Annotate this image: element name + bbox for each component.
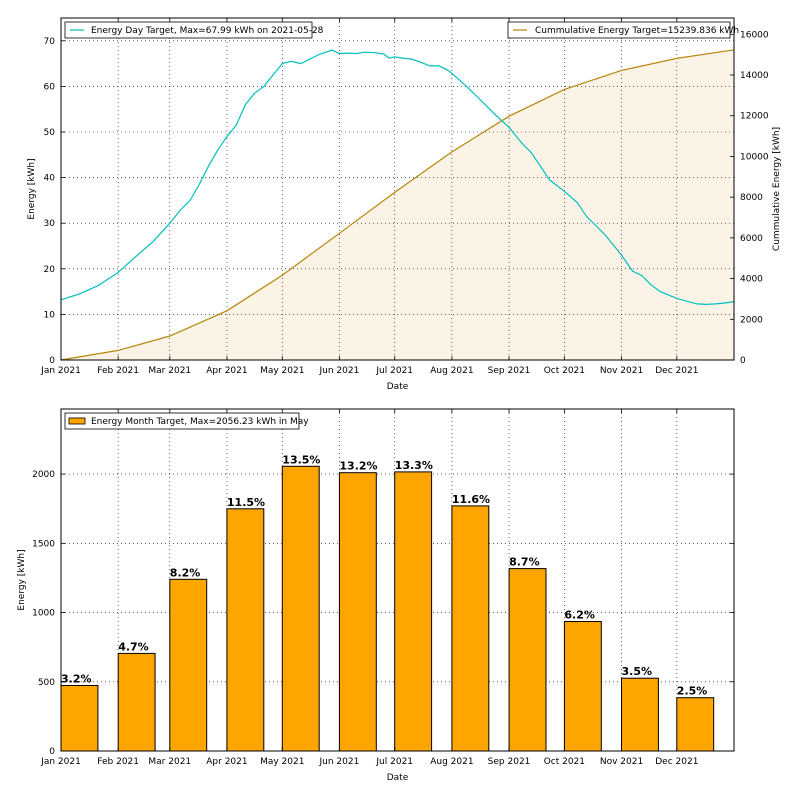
bottom-ytick-label: 1500 (32, 539, 55, 549)
bar-percent-label: 3.2% (61, 673, 92, 686)
daily-energy-line (60, 49, 735, 306)
top-xtick-label: Jul 2021 (375, 366, 413, 376)
top-ylabel-right: Cummulative Energy [kWh] (772, 127, 782, 251)
bar-percent-label: 4.7% (118, 640, 149, 653)
top-ylabel: Energy [kWh] (27, 158, 37, 219)
top-ytick-label: 60 (44, 82, 56, 92)
bottom-xtick-label: Apr 2021 (206, 757, 247, 767)
top-ytick-right-label: 4000 (740, 275, 763, 285)
top-legend-left-label: Energy Day Target, Max=67.99 kWh on 2021… (91, 26, 324, 36)
top-xtick-label: Jun 2021 (319, 366, 360, 376)
top-ytick-right-label: 0 (740, 356, 746, 366)
bottom-xlabel: Date (387, 773, 409, 783)
bar-percent-label: 13.2% (339, 460, 377, 473)
top-xtick-label: Oct 2021 (544, 366, 585, 376)
cumulative-area-fill (61, 49, 734, 361)
top-ytick-right-label: 10000 (740, 152, 769, 162)
bottom-legend-label: Energy Month Target, Max=2056.23 kWh in … (91, 417, 309, 427)
top-plot-frame (60, 17, 735, 361)
bar-percent-label: 13.5% (282, 453, 320, 466)
top-xtick-label: May 2021 (260, 366, 304, 376)
top-ytick-right-label: 6000 (740, 234, 763, 244)
month-bar (621, 677, 659, 752)
bottom-xtick-label: Mar 2021 (148, 757, 191, 767)
bottom-xtick-label: Feb 2021 (97, 757, 139, 767)
bottom-ytick-label: 500 (38, 678, 55, 688)
top-xtick-label: Mar 2021 (148, 366, 191, 376)
top-xtick-label: Aug 2021 (430, 366, 473, 376)
month-bar (394, 471, 433, 752)
top-ytick-label: 30 (44, 219, 56, 229)
month-bar (508, 568, 547, 752)
bottom-xtick-label: Nov 2021 (600, 757, 643, 767)
month-bar (281, 465, 320, 752)
monthly-energy-chart: 3.2% 4.7% 8.2% 11.5% 13.5% 13.2% 13.3% 11.6% 8.7… (17, 408, 735, 783)
top-ytick-label: 0 (49, 356, 55, 366)
bottom-legend-box (64, 412, 300, 430)
month-bar (563, 621, 602, 752)
bottom-ytick-label: 0 (49, 747, 55, 757)
month-bar (676, 697, 715, 752)
bar-percent-label: 11.5% (227, 496, 265, 509)
month-bar (60, 685, 99, 752)
bottom-xtick-label: May 2021 (260, 757, 304, 767)
bar-percent-label: 3.5% (622, 665, 653, 678)
month-bar (117, 652, 156, 752)
top-xtick-label: Dec 2021 (655, 366, 698, 376)
bar-percent-label: 11.6% (452, 493, 490, 506)
bar-percent-label: 2.5% (677, 685, 708, 698)
bar-percent-label: 8.2% (170, 566, 201, 579)
top-ytick-label: 10 (44, 310, 56, 320)
top-xlabel: Date (387, 382, 409, 392)
bar-percent-label: 6.2% (564, 609, 595, 622)
top-ytick-right-label: 16000 (740, 30, 769, 40)
month-bar (226, 508, 265, 752)
top-ytick-label: 20 (44, 265, 56, 275)
bottom-plot-frame (60, 408, 735, 752)
top-legend-right-box (507, 21, 731, 39)
top-ytick-right-label: 2000 (740, 315, 763, 325)
top-ytick-label: 70 (44, 37, 56, 47)
top-legend-right-label: Cummulative Energy Target=15239.836 kWh (535, 26, 739, 36)
bottom-xtick-label: Jul 2021 (375, 757, 413, 767)
bar-percent-label: 13.3% (395, 459, 433, 472)
bar-percent-label: 8.7% (509, 556, 540, 569)
bottom-xtick-label: Oct 2021 (544, 757, 585, 767)
month-bar (451, 505, 490, 752)
top-xtick-label: Jan 2021 (40, 366, 81, 376)
top-xtick-label: Sep 2021 (488, 366, 531, 376)
bottom-ytick-label: 2000 (32, 470, 55, 480)
bottom-legend: Energy Month Target, Max=2056.23 kWh in … (64, 412, 309, 430)
top-ytick-label: 50 (44, 128, 56, 138)
month-bar (169, 578, 208, 752)
bottom-xtick-label: Sep 2021 (488, 757, 531, 767)
top-xtick-label: Apr 2021 (206, 366, 247, 376)
top-ytick-right-label: 8000 (740, 193, 763, 203)
bottom-xtick-label: Aug 2021 (430, 757, 473, 767)
month-bar (338, 472, 377, 752)
top-xtick-label: Feb 2021 (97, 366, 139, 376)
cumulative-energy-line (60, 49, 735, 361)
bottom-xtick-label: Jun 2021 (319, 757, 360, 767)
bottom-ylabel: Energy [kWh] (17, 549, 27, 610)
daily-energy-chart: Jan 2021 Feb 2021 Mar 2021 Apr 2021 May 2021… (27, 17, 782, 392)
bottom-legend-swatch (68, 417, 86, 425)
top-ytick-right-label: 14000 (740, 71, 769, 81)
top-legend-right: Cummulative Energy Target=15239.836 kWh (507, 21, 739, 39)
top-ytick-label: 40 (44, 174, 56, 184)
top-xtick-label: Nov 2021 (600, 366, 643, 376)
bottom-xtick-label: Dec 2021 (655, 757, 698, 767)
bottom-ytick-label: 1000 (32, 609, 55, 619)
top-legend-left: Energy Day Target, Max=67.99 kWh on 2021… (64, 21, 324, 39)
top-legend-left-box (64, 21, 313, 39)
top-ytick-right-label: 12000 (740, 112, 769, 122)
bottom-xtick-label: Jan 2021 (40, 757, 81, 767)
